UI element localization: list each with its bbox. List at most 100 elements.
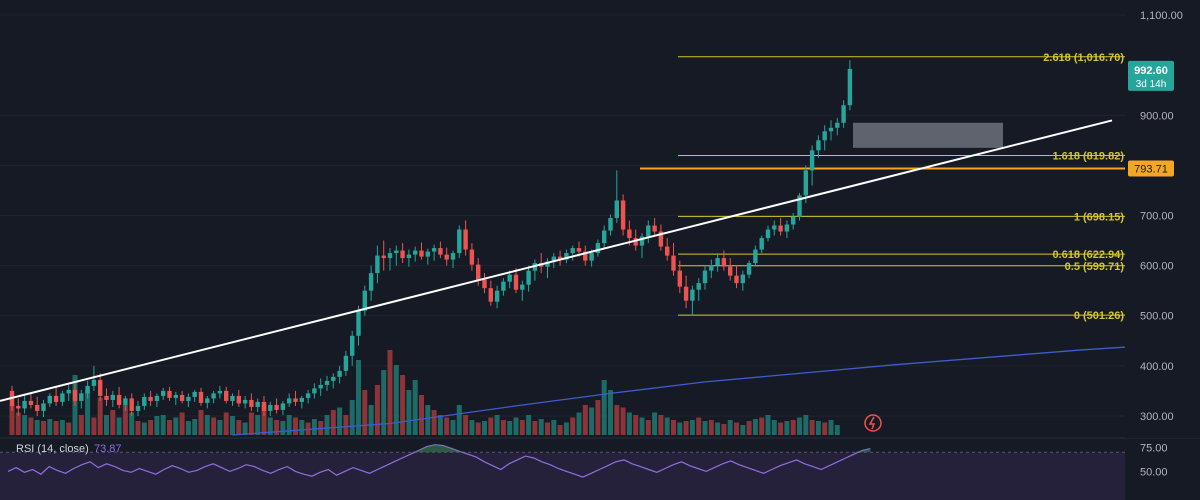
candle-body <box>179 394 185 401</box>
resistance-zone[interactable] <box>853 122 1003 148</box>
fib-level-label: 1.618 (819.82) <box>1052 150 1124 162</box>
candle-body <box>280 403 286 410</box>
candle-body <box>123 398 128 405</box>
candle-body <box>450 253 456 260</box>
candle-body <box>16 405 21 409</box>
volume-bar <box>822 422 828 435</box>
candle-body <box>816 140 821 151</box>
volume-bar <box>444 417 450 435</box>
candle-body <box>715 258 720 266</box>
candle-body <box>287 398 292 404</box>
resistance-price-tag <box>1128 160 1174 177</box>
volume-bar <box>15 412 21 435</box>
candle-body <box>66 389 71 394</box>
volume-bar <box>47 419 53 435</box>
fib-level-label: 1 (698.15) <box>1074 211 1124 223</box>
volume-bar <box>154 416 160 435</box>
candle-body <box>513 274 519 290</box>
volume-bar <box>173 417 179 435</box>
candle-body <box>658 231 664 247</box>
volume-bar <box>563 422 569 435</box>
volume-bar <box>765 415 771 435</box>
volume-bar <box>475 422 481 435</box>
candle-body <box>457 229 462 254</box>
current-price-label: 992.60 <box>1134 65 1168 77</box>
volume-bar <box>286 415 292 435</box>
candle-body <box>387 253 393 259</box>
volume-bar <box>211 417 217 435</box>
volume-bar <box>160 415 166 435</box>
alert-icon[interactable] <box>864 414 882 432</box>
volume-bar <box>494 415 500 435</box>
candle-body <box>791 216 796 225</box>
supply-zone-box[interactable] <box>853 122 1003 148</box>
rsi-legend: RSI (14, close) 73.87 <box>16 443 122 455</box>
volume-bar <box>185 421 191 435</box>
candle-body <box>463 229 468 250</box>
candle-body <box>85 385 90 394</box>
candle-body <box>230 395 235 401</box>
volume-bar <box>721 424 727 435</box>
volume-bar <box>387 350 393 435</box>
volume-bar <box>652 412 658 435</box>
candle-body <box>740 274 745 284</box>
candle-body <box>809 150 815 171</box>
candle-body <box>841 105 846 123</box>
candle-body <box>576 248 582 252</box>
volume-bar <box>538 419 544 435</box>
candle-body <box>797 195 802 217</box>
trendline[interactable] <box>0 119 1113 402</box>
candle-body <box>192 391 197 397</box>
volume-bar <box>746 421 752 435</box>
volume-bar <box>526 415 532 435</box>
candle-body <box>652 225 657 232</box>
volume-bar <box>601 380 607 435</box>
volume-bar <box>406 390 412 435</box>
candle-body <box>822 131 827 141</box>
volume-bar <box>192 419 198 435</box>
candle-body <box>53 395 59 402</box>
volume-bar <box>110 410 116 435</box>
candle-body <box>828 127 834 132</box>
volume-bar <box>267 417 273 435</box>
volume-bar <box>507 421 513 435</box>
fib-retracement[interactable]: 2.618 (1,016.70) 1.618 (819.82) 1 (698.15)… <box>640 52 1125 322</box>
volume-bar <box>595 400 601 435</box>
candle-body <box>702 270 708 284</box>
candle-body <box>469 249 475 265</box>
candle-body <box>633 238 638 246</box>
trendline-line[interactable] <box>0 119 1113 402</box>
volume-bar <box>500 420 506 435</box>
price-tick-label: 300.00 <box>1140 411 1174 423</box>
volume-bar <box>305 422 311 435</box>
candle-body <box>803 170 808 196</box>
candle-body <box>148 396 153 401</box>
volume-bar <box>230 416 235 435</box>
volume-bar <box>708 420 714 435</box>
candle-body <box>104 395 109 400</box>
volume-bar <box>570 417 576 435</box>
volume-bar <box>330 410 336 435</box>
volume-bar <box>66 422 72 435</box>
candle-body <box>413 250 418 255</box>
candle-body <box>60 393 65 402</box>
volume-bar <box>425 405 431 435</box>
candle-body <box>205 398 210 403</box>
price-tick-label: 700.00 <box>1140 210 1174 222</box>
candle-body <box>639 236 645 246</box>
candle-body <box>444 254 449 260</box>
volume-bar <box>671 420 676 435</box>
rsi-tick-label: 75.00 <box>1140 443 1168 455</box>
price-tick-label: 900.00 <box>1140 110 1174 122</box>
candle-body <box>627 229 632 239</box>
candle-body <box>677 270 682 287</box>
volume-bar <box>797 417 802 435</box>
candle-body <box>482 279 487 289</box>
volume-bar <box>255 415 261 435</box>
volume-bar <box>41 421 46 435</box>
volume-bar <box>141 422 147 435</box>
volume-bar <box>167 420 172 435</box>
candle-body <box>312 388 317 394</box>
volume-bar <box>78 415 84 435</box>
